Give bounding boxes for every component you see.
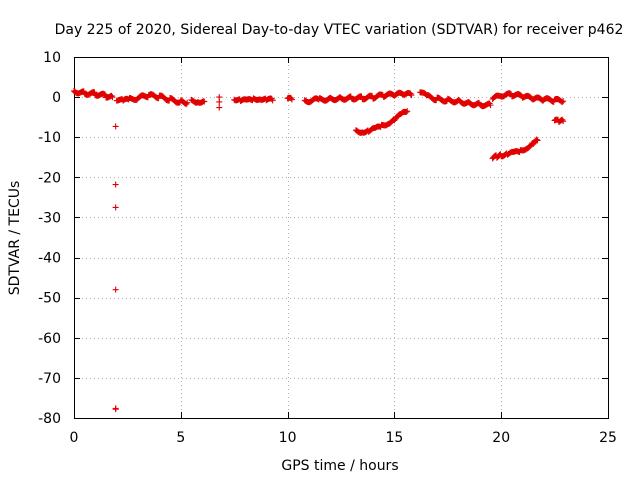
- series-main-h: [489, 90, 567, 106]
- data-point: [184, 99, 191, 106]
- data-point: [216, 104, 223, 111]
- y-tick-label: -70: [38, 371, 61, 387]
- plot-frame: [74, 57, 609, 419]
- y-tick-label: 0: [52, 90, 61, 106]
- chart-title: Day 225 of 2020, Sidereal Day-to-day VTE…: [55, 22, 624, 38]
- x-tick-label: 20: [492, 430, 510, 446]
- series-main-b: [113, 91, 191, 108]
- data-point: [112, 181, 119, 188]
- data-point: [408, 92, 415, 99]
- y-tick-label: -40: [38, 251, 61, 267]
- x-tick-label: 25: [599, 430, 617, 446]
- x-axis-label: GPS time / hours: [281, 458, 398, 474]
- data-points: [71, 87, 567, 413]
- grid: [74, 57, 608, 418]
- y-tick-label: -20: [38, 170, 61, 186]
- data-point: [533, 136, 540, 143]
- y-axis-label: SDTVAR / TECUs: [7, 181, 23, 296]
- data-point: [109, 94, 116, 101]
- data-point: [216, 98, 223, 105]
- data-point: [559, 99, 566, 106]
- series-main-g: [417, 89, 494, 110]
- series-dip-3: [551, 116, 567, 126]
- series-gap-1: [216, 94, 223, 111]
- data-point: [112, 286, 119, 293]
- data-point: [101, 91, 108, 98]
- series-main-d: [231, 95, 276, 104]
- x-tick-label: 0: [70, 430, 79, 446]
- series-outliers: [112, 123, 119, 413]
- data-point: [112, 123, 119, 130]
- y-tick-label: 10: [43, 50, 61, 66]
- axis-ticks: [74, 57, 609, 419]
- x-tick-label: 5: [176, 430, 185, 446]
- data-point: [407, 90, 414, 97]
- data-point: [404, 108, 411, 115]
- series-dip-2: [489, 136, 541, 162]
- data-point: [201, 98, 208, 105]
- series-dip-1: [352, 108, 411, 136]
- series-main-e: [284, 94, 295, 103]
- data-point: [112, 204, 119, 211]
- data-point: [560, 118, 567, 125]
- x-tick-label: 10: [279, 430, 297, 446]
- data-point: [288, 96, 295, 103]
- data-point: [559, 116, 566, 123]
- data-point: [91, 89, 98, 96]
- y-tick-label: -10: [38, 130, 61, 146]
- y-tick-label: -80: [38, 411, 61, 427]
- data-point: [403, 109, 410, 116]
- data-point: [288, 95, 295, 102]
- data-point: [487, 102, 494, 109]
- data-point: [108, 92, 115, 99]
- x-tick-label: 15: [385, 430, 403, 446]
- y-tick-label: -60: [38, 331, 61, 347]
- data-point: [112, 406, 119, 413]
- data-point: [560, 98, 567, 105]
- series-main-a: [71, 87, 116, 101]
- tick-labels: 0 5 10 15 20 25 10 0 -10 -20 -30 -40 -50 -60 -70 -80: [38, 50, 617, 446]
- series-main-f: [301, 89, 415, 106]
- y-tick-label: -30: [38, 210, 61, 226]
- y-tick-label: -50: [38, 291, 61, 307]
- data-point: [269, 97, 276, 104]
- data-point: [183, 101, 190, 108]
- series-main-c: [188, 96, 208, 106]
- data-point: [534, 137, 541, 144]
